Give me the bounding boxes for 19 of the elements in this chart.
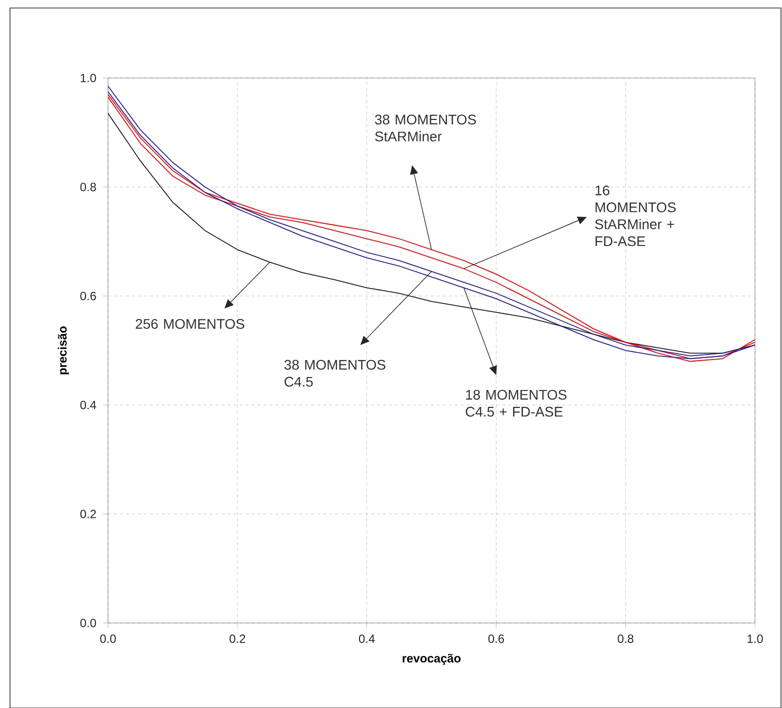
y-axis-title: precisão xyxy=(58,326,70,374)
y-tick-label: 0.2 xyxy=(80,510,96,518)
annotation: 38 MOMENTOS StARMiner xyxy=(375,114,476,142)
annotation: 38 MOMENTOS C4.5 xyxy=(284,360,386,387)
x-tick-label: 0.2 xyxy=(230,634,246,643)
y-tick-label: 0.4 xyxy=(80,400,96,410)
y-tick-label: 0.0 xyxy=(80,618,96,628)
x-tick-label: 0.8 xyxy=(618,634,634,643)
x-axis-title: revocação xyxy=(402,654,461,665)
y-tick-label: 1.0 xyxy=(80,74,96,82)
x-tick-label: 0.4 xyxy=(358,634,375,643)
annotation: 18 MOMENTOS C4.5 + FD-ASE xyxy=(466,390,566,417)
y-tick-label: 0.8 xyxy=(80,182,96,192)
x-tick-label: 0.6 xyxy=(488,634,504,643)
y-tick-label: 0.6 xyxy=(80,292,96,300)
annotation: 16 MOMENTOS StARMiner + FD-ASE xyxy=(595,185,676,246)
x-tick-label: 1.0 xyxy=(748,634,763,643)
annotation: 256 MOMENTOS xyxy=(136,318,244,329)
x-tick-label: 0.0 xyxy=(100,634,116,643)
